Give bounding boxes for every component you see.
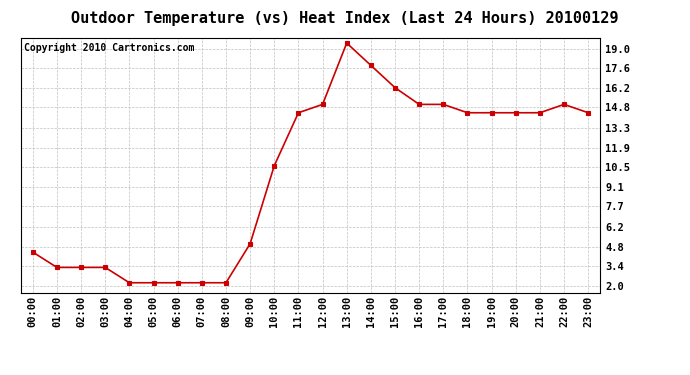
Text: Copyright 2010 Cartronics.com: Copyright 2010 Cartronics.com	[23, 43, 194, 52]
Text: Outdoor Temperature (vs) Heat Index (Last 24 Hours) 20100129: Outdoor Temperature (vs) Heat Index (Las…	[71, 11, 619, 26]
